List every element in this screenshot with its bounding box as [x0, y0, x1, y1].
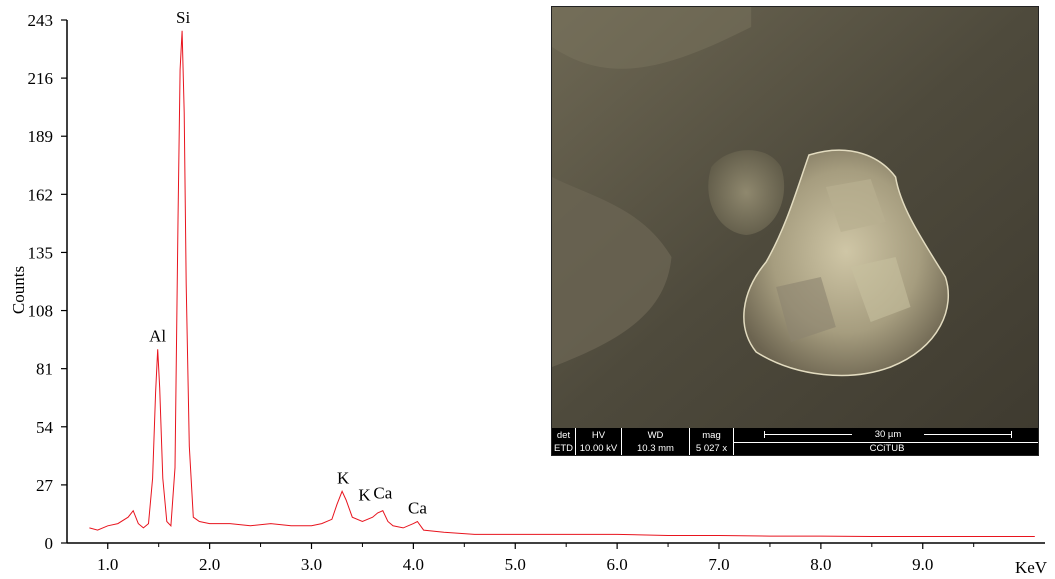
x-tick-label: 7.0	[708, 555, 729, 574]
det-label: det	[556, 430, 571, 441]
x-tick-label: 3.0	[301, 555, 322, 574]
y-tick-label: 216	[28, 69, 54, 88]
y-tick-label: 162	[28, 185, 54, 204]
wd-label: WD	[647, 430, 664, 441]
peak-label-k: K	[337, 468, 350, 487]
y-tick-label: 0	[45, 534, 54, 553]
info-divider	[734, 442, 1038, 443]
det-value: ETD	[554, 443, 573, 454]
peak-label-ca: Ca	[373, 483, 392, 502]
x-axis-ticks: 1.0 2.0 3.0 4.0 5.0 6.0 7.0 8.0 9.0	[97, 543, 975, 574]
mag-value: 5 027 x	[695, 443, 728, 454]
y-axis-title: Counts	[9, 266, 28, 314]
x-tick-label: 4.0	[403, 555, 424, 574]
x-tick-label: 6.0	[607, 555, 628, 574]
y-axis-ticks: 0 27 54 81 108 135 162 189 216 243	[28, 11, 67, 553]
hv-label: HV	[591, 430, 606, 441]
x-tick-label: 9.0	[912, 555, 933, 574]
y-tick-label: 189	[28, 127, 54, 146]
y-tick-label: 135	[28, 243, 54, 262]
axes	[66, 20, 1045, 544]
x-tick-label: 5.0	[505, 555, 526, 574]
x-tick-label: 1.0	[97, 555, 118, 574]
x-tick-label: 8.0	[810, 555, 831, 574]
y-tick-label: 54	[36, 418, 54, 437]
hv-value: 10.00 kV	[579, 443, 618, 454]
x-axis-title: KeV	[1015, 558, 1048, 577]
peak-label-k: K	[358, 486, 371, 505]
lab-name: CCiTUB	[869, 443, 905, 454]
peak-label-si: Si	[176, 8, 190, 27]
y-tick-label: 108	[28, 302, 54, 321]
sem-info-bar: det ETD HV 10.00 kV WD 10.3 mm mag 5 027…	[552, 428, 1038, 455]
mag-label: mag	[702, 430, 721, 441]
y-tick-label: 81	[36, 360, 53, 379]
sem-micrograph: det ETD HV 10.00 kV WD 10.3 mm mag 5 027…	[551, 6, 1039, 456]
scale-bar-label: 30 µm	[852, 429, 924, 440]
y-tick-label: 243	[28, 11, 54, 30]
x-tick-label: 2.0	[199, 555, 220, 574]
wd-value: 10.3 mm	[637, 443, 674, 454]
peak-label-al: Al	[149, 326, 166, 345]
sem-image	[552, 7, 1038, 428]
peak-label-ca: Ca	[408, 498, 427, 517]
spectrum-line	[89, 30, 1035, 537]
y-tick-label: 27	[36, 476, 54, 495]
